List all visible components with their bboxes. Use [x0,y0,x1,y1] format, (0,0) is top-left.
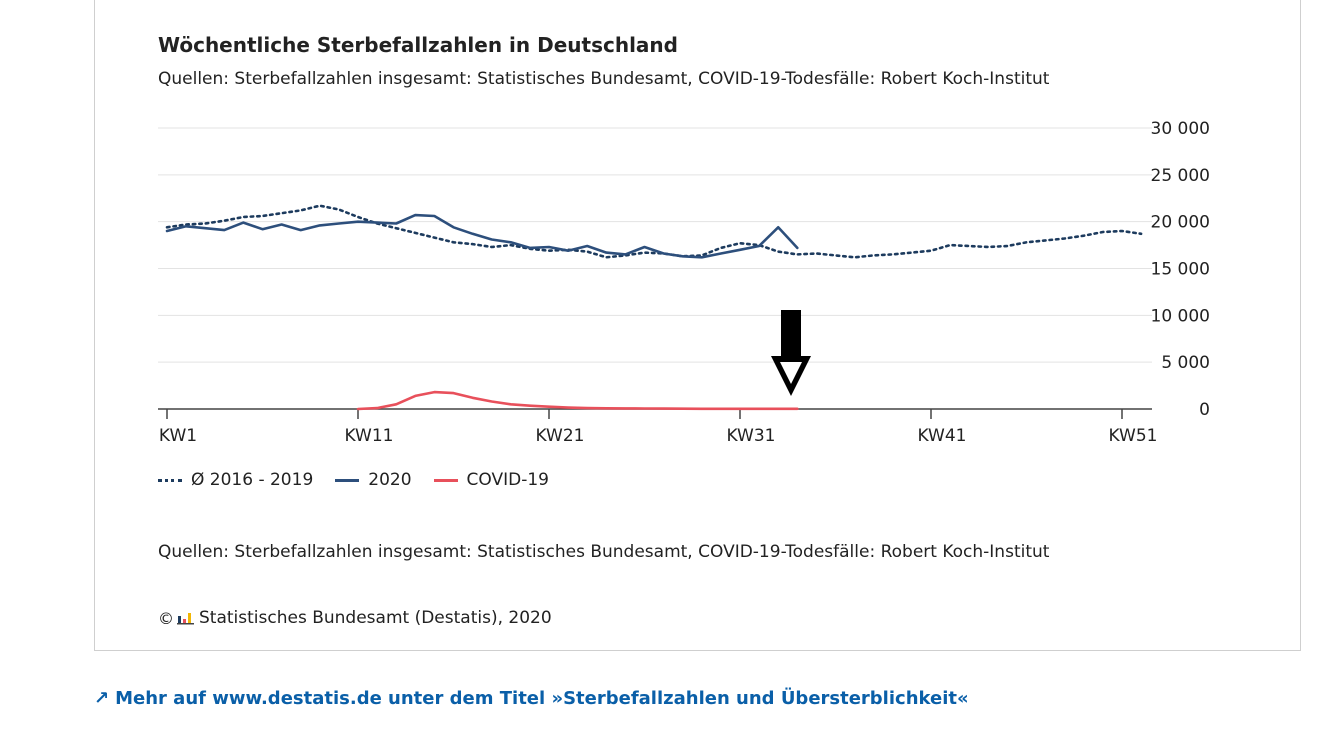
x-axis: KW1 KW11 KW21 KW31 KW41 KW51 [158,408,1158,446]
legend-swatch-avg [158,478,182,482]
y-tick-label: 10 000 [1151,306,1210,326]
copyright-text: Statistisches Bundesamt (Destatis), 2020 [199,608,552,628]
copyright-symbol: © [158,608,174,628]
series-line-covid [356,390,799,411]
chart-card [94,0,1301,651]
legend-swatch-2020 [335,478,360,482]
chart-subtitle: Quellen: Sterbefallzahlen insgesamt: Sta… [158,69,1050,89]
y-tick-label: 30 000 [1151,119,1210,139]
x-tick-label: KW1 [159,426,197,446]
source-note: Quellen: Sterbefallzahlen insgesamt: Sta… [158,542,1050,562]
copyright-line: © Statistisches Bundesamt (Destatis), 20… [158,608,552,628]
legend-item-2020: 2020 [335,470,412,490]
legend-label-covid: COVID-19 [466,470,549,490]
more-info-link[interactable]: ↗ Mehr auf www.destatis.de unter dem Tit… [94,688,969,709]
x-tick-label: KW31 [727,426,776,446]
legend-label-2020: 2020 [368,470,412,490]
y-tick-label: 20 000 [1151,213,1210,233]
y-tick-label: 5 000 [1161,353,1210,373]
y-tick-label: 15 000 [1151,260,1210,280]
x-tick-label: KW41 [918,426,967,446]
legend-item-avg: Ø 2016 - 2019 [158,470,313,490]
down-arrow-icon [771,310,811,396]
legend-swatch-covid [433,478,458,482]
arrow-up-right-icon: ↗ [94,688,110,709]
x-tick-label: KW21 [536,426,585,446]
y-axis: 0 5 000 10 000 15 000 20 000 25 000 30 000 [1151,119,1210,420]
legend-label-avg: Ø 2016 - 2019 [191,470,314,490]
destatis-logo-icon [177,613,194,625]
legend-item-covid: COVID-19 [433,470,549,490]
more-info-link-text: Mehr auf www.destatis.de unter dem Titel… [115,688,969,709]
series-lines [165,204,1143,411]
series-line-avg [165,204,1143,259]
x-tick-label: KW51 [1109,426,1158,446]
series-line-2020 [165,213,799,259]
x-tick-label: KW11 [345,426,394,446]
chart-title: Wöchentliche Sterbefallzahlen in Deutsch… [158,33,678,57]
chart-legend: Ø 2016 - 2019 2020 COVID-19 [158,470,571,490]
grid-lines [158,127,1152,363]
y-tick-label: 25 000 [1151,166,1210,186]
y-tick-label: 0 [1199,400,1210,420]
